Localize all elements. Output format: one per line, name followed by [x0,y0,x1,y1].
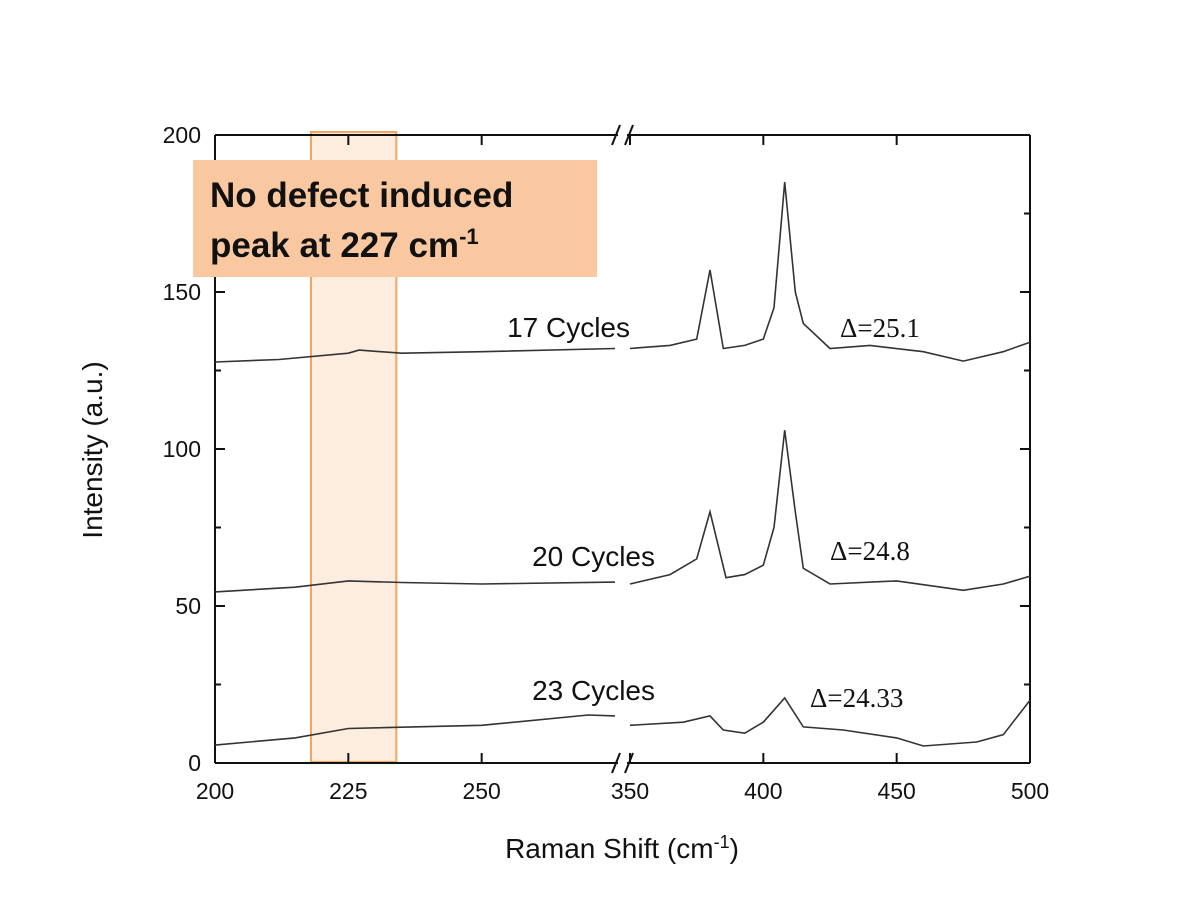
y-axis-label: Intensity (a.u.) [77,361,108,538]
x-label-sup: -1 [714,832,730,852]
y-tick-label: 100 [163,436,201,462]
x-tick-label: 225 [329,778,367,804]
delta-label: Δ=25.1 [840,313,920,343]
axis-break [611,124,621,146]
series-label: 20 Cycles [532,541,655,572]
x-tick-label: 500 [1011,778,1049,804]
series-line [214,430,1031,593]
x-tick-label: 350 [611,778,649,804]
series-line [214,182,1031,363]
annotation-line2: peak at 227 cm-1 [210,224,479,265]
x-label-text: Raman Shift (cm [505,833,714,864]
y-tick-label: 50 [175,593,201,619]
y-tick-label: 200 [163,122,201,148]
x-axis-label: Raman Shift (cm-1) [505,832,739,864]
delta-label: Δ=24.8 [830,536,910,566]
y-tick-label: 150 [163,279,201,305]
series-label: 23 Cycles [532,675,655,706]
series-line [214,696,1031,747]
axis-break [611,752,621,774]
annotation-sup: -1 [459,224,479,249]
x-tick-label: 400 [744,778,782,804]
delta-label: Δ=24.33 [810,683,903,713]
x-label-end: ) [730,833,739,864]
x-tick-label: 450 [877,778,915,804]
x-tick-label: 250 [462,778,500,804]
annotation-text: peak at 227 cm [210,226,459,265]
annotation-line1: No defect induced [210,176,513,215]
x-tick-label: 200 [196,778,234,804]
annotation-box [193,160,597,277]
series-label: 17 Cycles [507,312,630,343]
y-tick-label: 0 [188,750,201,776]
